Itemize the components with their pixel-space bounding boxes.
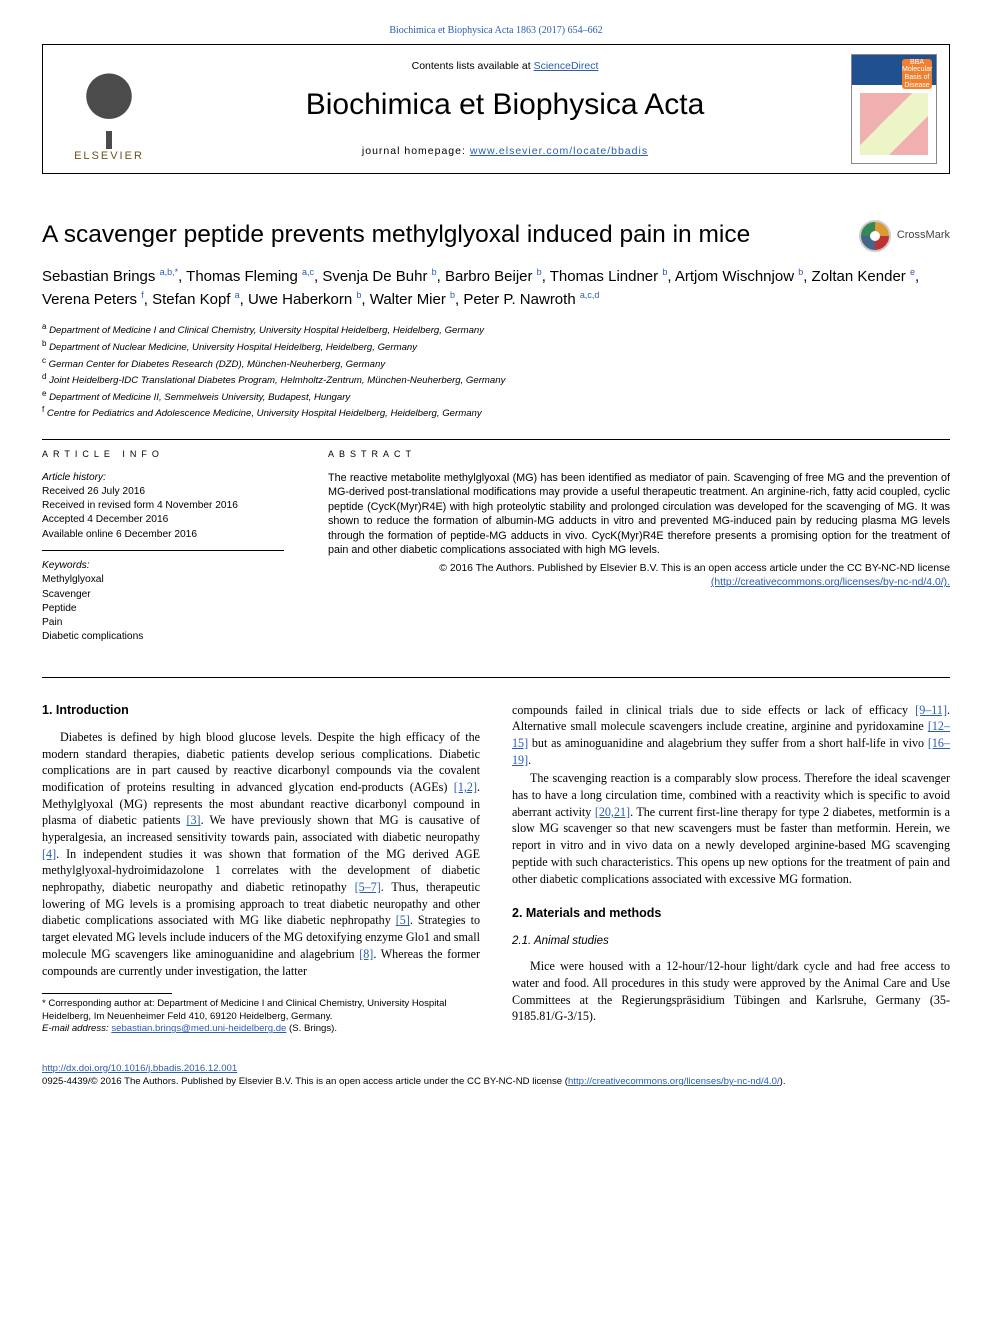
footnote-divider bbox=[42, 993, 172, 994]
cover-art-icon bbox=[860, 93, 928, 155]
elsevier-tree-icon bbox=[78, 71, 140, 143]
affiliation-item: e Department of Medicine II, Semmelweis … bbox=[42, 388, 950, 405]
article-history: Received 26 July 2016Received in revised… bbox=[42, 485, 284, 542]
citation-link[interactable]: [5–7] bbox=[355, 880, 381, 894]
email-suffix: (S. Brings). bbox=[286, 1023, 337, 1034]
journal-title: Biochimica et Biophysica Acta bbox=[159, 84, 851, 126]
history-line: Available online 6 December 2016 bbox=[42, 528, 284, 542]
footer-license-link[interactable]: http://creativecommons.org/licenses/by-n… bbox=[568, 1076, 780, 1087]
author-list: Sebastian Brings a,b,*, Thomas Fleming a… bbox=[42, 266, 950, 311]
body-text: . bbox=[528, 753, 531, 767]
section-heading-intro: 1. Introduction bbox=[42, 702, 480, 719]
affiliation-list: a Department of Medicine I and Clinical … bbox=[42, 321, 950, 421]
history-line: Accepted 4 December 2016 bbox=[42, 513, 284, 527]
sciencedirect-link[interactable]: ScienceDirect bbox=[534, 60, 599, 72]
abstract-copyright: © 2016 The Authors. Published by Elsevie… bbox=[328, 562, 950, 591]
issn-text: 0925-4439/© 2016 The Authors. Published … bbox=[42, 1076, 568, 1087]
keyword-item: Scavenger bbox=[42, 588, 284, 602]
running-head: Biochimica et Biophysica Acta 1863 (2017… bbox=[42, 24, 950, 38]
crossmark-widget[interactable]: CrossMark bbox=[859, 220, 950, 252]
article-history-label: Article history: bbox=[42, 471, 284, 485]
affiliation-item: f Centre for Pediatrics and Adolescence … bbox=[42, 404, 950, 421]
crossmark-icon bbox=[859, 220, 891, 252]
contents-prefix: Contents lists available at bbox=[412, 60, 534, 72]
bba-badge-line2: Molecular Basis of Disease bbox=[902, 66, 932, 89]
journal-cover-thumbnail: BBA Molecular Basis of Disease bbox=[851, 54, 937, 164]
body-paragraph: compounds failed in clinical trials due … bbox=[512, 702, 950, 769]
citation-link[interactable]: [5] bbox=[396, 913, 410, 927]
divider bbox=[42, 677, 950, 678]
citation-link[interactable]: [4] bbox=[42, 847, 56, 861]
copyright-text: © 2016 The Authors. Published by Elsevie… bbox=[439, 563, 950, 574]
body-paragraph: Diabetes is defined by high blood glucos… bbox=[42, 729, 480, 979]
body-paragraph: Mice were housed with a 12-hour/12-hour … bbox=[512, 958, 950, 1025]
doi-link[interactable]: http://dx.doi.org/10.1016/j.bbadis.2016.… bbox=[42, 1063, 237, 1074]
contents-available-line: Contents lists available at ScienceDirec… bbox=[159, 59, 851, 74]
crossmark-label: CrossMark bbox=[897, 228, 950, 243]
body-text: Diabetes is defined by high blood glucos… bbox=[42, 730, 480, 794]
citation-link[interactable]: [3] bbox=[186, 813, 200, 827]
affiliation-item: b Department of Nuclear Medicine, Univer… bbox=[42, 338, 950, 355]
divider bbox=[42, 439, 950, 440]
citation-link[interactable]: [8] bbox=[359, 947, 373, 961]
subsection-heading-animal: 2.1. Animal studies bbox=[512, 934, 950, 950]
keyword-item: Pain bbox=[42, 616, 284, 630]
page-footer: http://dx.doi.org/10.1016/j.bbadis.2016.… bbox=[42, 1062, 950, 1089]
body-text: compounds failed in clinical trials due … bbox=[512, 703, 915, 717]
article-body: 1. Introduction Diabetes is defined by h… bbox=[42, 702, 950, 1036]
journal-homepage-link[interactable]: www.elsevier.com/locate/bbadis bbox=[470, 145, 648, 157]
issn-end: ). bbox=[780, 1076, 786, 1087]
email-label: E-mail address: bbox=[42, 1023, 111, 1034]
bba-badge-line1: BBA bbox=[902, 59, 932, 67]
keyword-item: Peptide bbox=[42, 602, 284, 616]
affiliation-item: a Department of Medicine I and Clinical … bbox=[42, 321, 950, 338]
paper-title: A scavenger peptide prevents methylglyox… bbox=[42, 218, 859, 252]
bba-badge: BBA Molecular Basis of Disease bbox=[902, 59, 932, 89]
homepage-prefix: journal homepage: bbox=[362, 145, 470, 157]
body-text: but as aminoguanidine and alagebrium the… bbox=[528, 736, 928, 750]
affiliation-item: d Joint Heidelberg-IDC Translational Dia… bbox=[42, 371, 950, 388]
keywords-label: Keywords: bbox=[42, 559, 284, 573]
keyword-item: Methylglyoxal bbox=[42, 573, 284, 587]
article-info-heading: article info bbox=[42, 448, 284, 461]
body-paragraph: The scavenging reaction is a comparably … bbox=[512, 770, 950, 887]
license-link[interactable]: (http://creativecommons.org/licenses/by-… bbox=[711, 577, 950, 588]
citation-link[interactable]: [9–11] bbox=[915, 703, 947, 717]
history-line: Received in revised form 4 November 2016 bbox=[42, 499, 284, 513]
history-line: Received 26 July 2016 bbox=[42, 485, 284, 499]
elsevier-wordmark: ELSEVIER bbox=[74, 149, 144, 164]
keyword-item: Diabetic complications bbox=[42, 630, 284, 644]
section-heading-methods: 2. Materials and methods bbox=[512, 905, 950, 922]
corresponding-author-footnote: * Corresponding author at: Department of… bbox=[42, 998, 480, 1035]
affiliation-item: c German Center for Diabetes Research (D… bbox=[42, 355, 950, 372]
journal-homepage-line: journal homepage: www.elsevier.com/locat… bbox=[159, 144, 851, 159]
elsevier-logo: ELSEVIER bbox=[59, 54, 159, 164]
journal-header: ELSEVIER Contents lists available at Sci… bbox=[42, 44, 950, 174]
abstract-text: The reactive metabolite methylglyoxal (M… bbox=[328, 471, 950, 558]
corr-author-text: * Corresponding author at: Department of… bbox=[42, 998, 480, 1023]
corr-author-email-link[interactable]: sebastian.brings@med.uni-heidelberg.de bbox=[111, 1023, 286, 1034]
keyword-list: MethylglyoxalScavengerPeptidePainDiabeti… bbox=[42, 573, 284, 644]
citation-link[interactable]: [20,21] bbox=[595, 805, 630, 819]
citation-link[interactable]: [1,2] bbox=[454, 780, 477, 794]
abstract-heading: abstract bbox=[328, 448, 950, 461]
